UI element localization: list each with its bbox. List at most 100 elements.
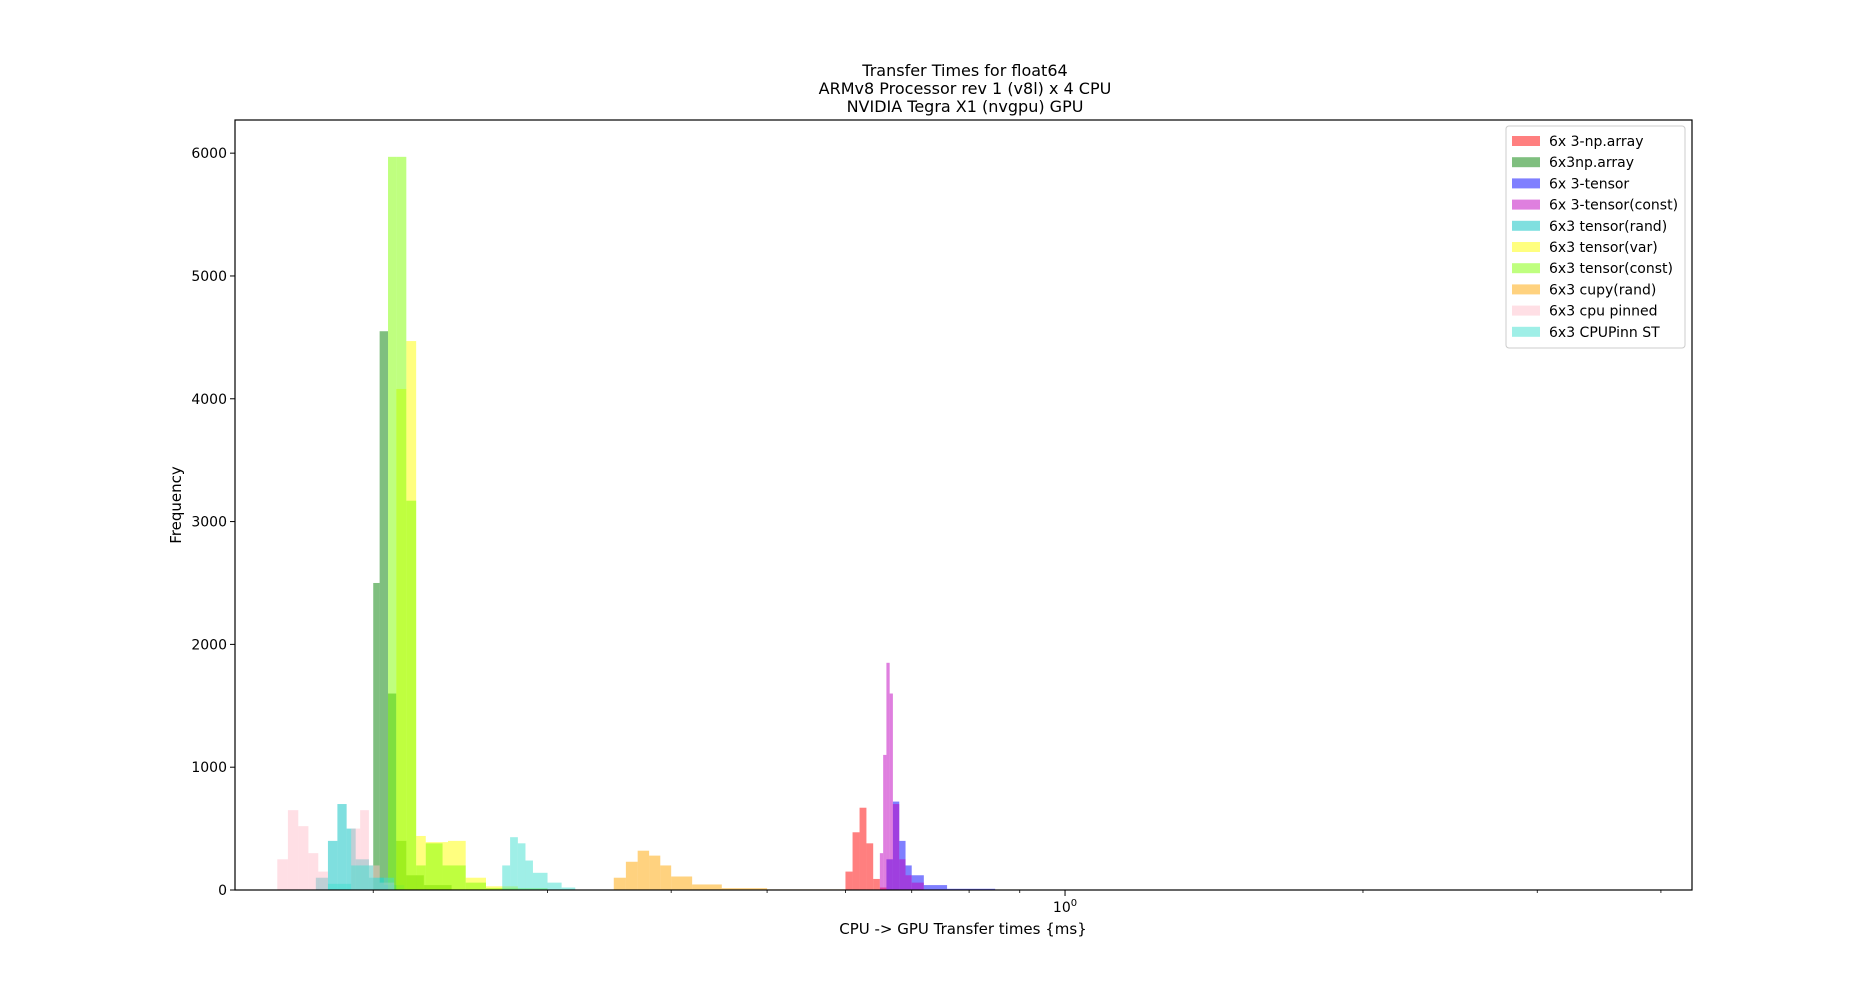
series-8-bar-7 (692, 884, 722, 890)
x-tick-label: 100 (1053, 898, 1077, 916)
series-5-bar-3 (337, 804, 347, 890)
series-3-bar-6 (923, 885, 948, 890)
series-10-bar-9 (547, 882, 562, 890)
series-1-bar-1 (845, 871, 853, 890)
legend-swatch (1512, 263, 1540, 274)
series-8-bar-8 (721, 888, 768, 890)
x-axis: 100 (372, 890, 1662, 916)
series-10-bar-1 (327, 883, 352, 890)
x-axis-label: CPU -> GPU Transfer times {ms} (839, 920, 1087, 938)
series-3-bar-7 (947, 888, 996, 890)
series-6-bar-3 (416, 835, 426, 890)
legend: 6x 3-np.array 6x3np.array 6x 3-tensor 6x 3-… (1505, 125, 1686, 349)
series-8-bar-6 (671, 876, 693, 890)
series-10-bar-3 (373, 877, 395, 890)
series-10-bar-4 (502, 865, 511, 890)
legend-label: 6x3 tensor(rand) (1549, 219, 1667, 235)
y-tick-label: 0 (218, 883, 227, 899)
legend-item: 6x 3-tensor(const) (1512, 198, 1678, 214)
series-7-bar-2 (396, 156, 407, 891)
legend-swatch (1512, 305, 1540, 316)
chart-subtitle-cpu: ARMv8 Processor rev 1 (v8l) x 4 CPU (819, 79, 1112, 98)
series-7-bars (388, 156, 548, 891)
series-7-bar-1 (388, 156, 397, 891)
legend-label: 6x3 tensor(const) (1549, 261, 1673, 277)
legend-swatch (1512, 284, 1540, 295)
series-1-bar-4 (866, 843, 874, 890)
series-8-bar-2 (625, 861, 638, 890)
series-7-bar-6 (442, 865, 466, 890)
legend-swatch (1512, 136, 1540, 146)
legend-swatch (1512, 157, 1540, 168)
series-9-bar-7 (360, 810, 369, 890)
legend-label: 6x 3-tensor (1549, 176, 1629, 192)
series-5-bar-4 (346, 828, 356, 890)
series-4-bar-7 (905, 875, 912, 890)
legend-item: 6x3np.array (1512, 155, 1634, 171)
legend-label: 6x3 cupy(rand) (1549, 282, 1656, 298)
y-tick-label: 4000 (191, 392, 227, 408)
series-10-bar-10 (561, 887, 576, 890)
series-10-bar-7 (525, 860, 533, 890)
chart-title: Transfer Times for float64 (861, 61, 1067, 80)
series-9-bar-6 (351, 828, 361, 890)
series-8-bar-4 (649, 855, 661, 890)
series-9-bar-5 (318, 871, 328, 890)
y-tick-label: 2000 (191, 637, 227, 653)
legend-item: 6x3 tensor(const) (1512, 261, 1673, 277)
legend-item: 6x3 tensor(rand) (1512, 219, 1667, 235)
series-5-bar-2 (327, 840, 338, 890)
legend-box (1505, 125, 1686, 349)
series-2-bar-1 (373, 582, 380, 890)
legend-swatch (1512, 242, 1540, 252)
y-axis-label: Frequency (167, 466, 185, 544)
series-9-bar-1 (277, 859, 288, 890)
series-4-bar-3 (886, 662, 890, 890)
series-7-bar-5 (425, 843, 443, 890)
series-10-bar-6 (517, 843, 526, 890)
series-9-bar-2 (287, 810, 299, 890)
legend-item: 6x3 cupy(rand) (1512, 282, 1656, 298)
series-9-bar-4 (308, 853, 319, 890)
legend-swatch (1512, 178, 1540, 189)
series-1-bar-3 (859, 807, 867, 890)
series-4-bar-1 (879, 853, 884, 890)
series-8-bar-3 (637, 850, 650, 890)
legend-item: 6x3 CPUPinn ST (1512, 325, 1660, 341)
legend-swatch (1512, 199, 1540, 210)
series-8-bars (613, 850, 846, 890)
legend-label: 6x3 CPUPinn ST (1549, 325, 1660, 341)
legend-swatch (1512, 326, 1540, 337)
y-axis: 0 1000 2000 3000 4000 5000 6000 (191, 146, 235, 899)
chart-subtitle-gpu: NVIDIA Tegra X1 (nvgpu) GPU (847, 97, 1084, 116)
series-4-bar-6 (899, 859, 906, 890)
y-tick-label: 1000 (191, 760, 227, 776)
series-7-bar-7 (465, 882, 486, 890)
legend-label: 6x3 tensor(var) (1549, 240, 1658, 256)
legend-label: 6x 3-np.array (1549, 134, 1644, 150)
series-7-bar-4 (416, 865, 426, 890)
series-8-bar-1 (613, 877, 626, 890)
series-4-bar-5 (892, 804, 900, 890)
series-10-bar-8 (532, 872, 548, 890)
legend-label: 6x3np.array (1549, 155, 1634, 171)
plot-area-frame (234, 119, 1693, 891)
series-4-bar-2 (883, 754, 887, 890)
y-tick-label: 5000 (191, 269, 227, 285)
series-10-bar-2 (351, 865, 374, 890)
series-1-bar-5 (873, 878, 880, 890)
series-1-bar-2 (852, 832, 860, 890)
y-tick-label: 3000 (191, 515, 227, 531)
legend-label: 6x3 cpu pinned (1549, 304, 1657, 320)
series-2-bar-2 (379, 331, 389, 891)
series-10-bar-5 (510, 837, 518, 890)
series-10-bars (327, 837, 576, 890)
series-4-bar-8 (911, 882, 924, 890)
series-4-bar-4 (889, 693, 893, 890)
series-4-bars (879, 662, 924, 890)
legend-label: 6x 3-tensor(const) (1549, 198, 1678, 214)
legend-swatch (1512, 220, 1540, 231)
series-7-bar-3 (406, 500, 417, 890)
series-9-bar-3 (298, 826, 309, 890)
